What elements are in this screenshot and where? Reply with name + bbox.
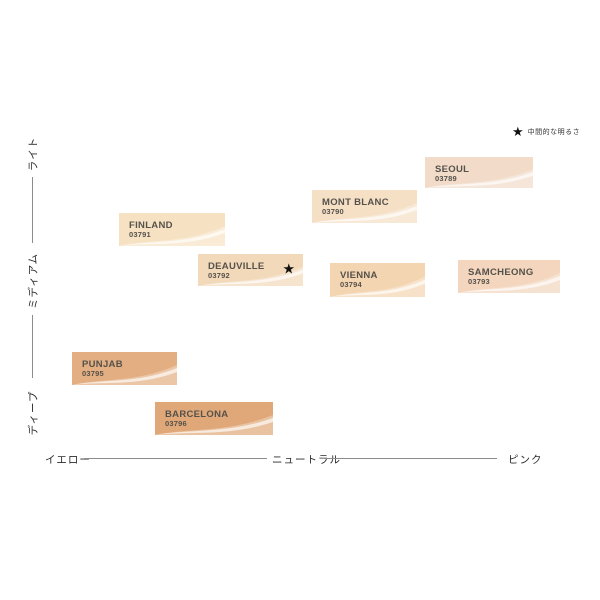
shade-swatch[interactable]: PUNJAB 03795 — [72, 352, 177, 385]
shade-name: SEOUL — [435, 164, 470, 175]
x-axis-line-right — [325, 458, 497, 459]
shade-name: MONT BLANC — [322, 197, 389, 208]
swoosh-highlight — [72, 365, 177, 385]
shade-code: 03794 — [340, 280, 362, 289]
y-axis-line-upper — [32, 177, 33, 243]
swoosh-highlight — [425, 169, 533, 188]
shade-code: 03789 — [435, 174, 457, 183]
shade-name: BARCELONA — [165, 409, 229, 420]
shade-swatch[interactable]: DEAUVILLE 03792 ★ — [198, 254, 303, 286]
shade-code: 03795 — [82, 369, 104, 378]
shade-swatch[interactable]: MONT BLANC 03790 — [312, 190, 417, 223]
shade-swatch[interactable]: FINLAND 03791 — [119, 213, 225, 246]
medium-brightness-star-icon: ★ — [282, 260, 295, 277]
swoosh-highlight — [198, 266, 303, 286]
shade-code: 03793 — [468, 277, 490, 286]
shade-name: DEAUVILLE — [208, 261, 265, 272]
shade-name: SAMCHEONG — [468, 267, 534, 278]
y-axis-line-lower — [32, 315, 33, 378]
star-icon: ★ — [512, 124, 524, 139]
shade-code: 03790 — [322, 207, 344, 216]
shade-swatch[interactable]: SEOUL 03789 — [425, 157, 533, 188]
shade-code: 03792 — [208, 271, 230, 280]
shade-swatch[interactable]: VIENNA 03794 — [330, 263, 425, 297]
shade-name: FINLAND — [129, 220, 173, 231]
swoosh-highlight — [119, 226, 225, 246]
swoosh-highlight — [458, 273, 560, 293]
y-axis-label-medium: ミディアム — [27, 252, 40, 310]
legend-label: 中間的な明るさ — [527, 128, 581, 136]
x-axis-line-left — [84, 458, 267, 459]
swoosh-highlight — [155, 415, 273, 435]
shade-name: VIENNA — [340, 270, 378, 281]
legend: ★ 中間的な明るさ — [512, 125, 580, 138]
x-axis-label-pink: ピンク — [508, 454, 543, 466]
shade-swatch[interactable]: BARCELONA 03796 — [155, 402, 273, 435]
y-axis-label-deep: ディープ — [27, 390, 40, 436]
swoosh-highlight — [312, 203, 417, 223]
shade-swatch[interactable]: SAMCHEONG 03793 — [458, 260, 560, 293]
x-axis-label-yellow: イエロー — [45, 454, 91, 466]
shade-name: PUNJAB — [82, 359, 123, 370]
y-axis-label-light: ライト — [27, 136, 40, 172]
swoosh-highlight — [330, 276, 425, 297]
shade-code: 03796 — [165, 419, 187, 428]
x-axis-label-neutral: ニュートラル — [272, 454, 341, 466]
shade-code: 03791 — [129, 230, 151, 239]
